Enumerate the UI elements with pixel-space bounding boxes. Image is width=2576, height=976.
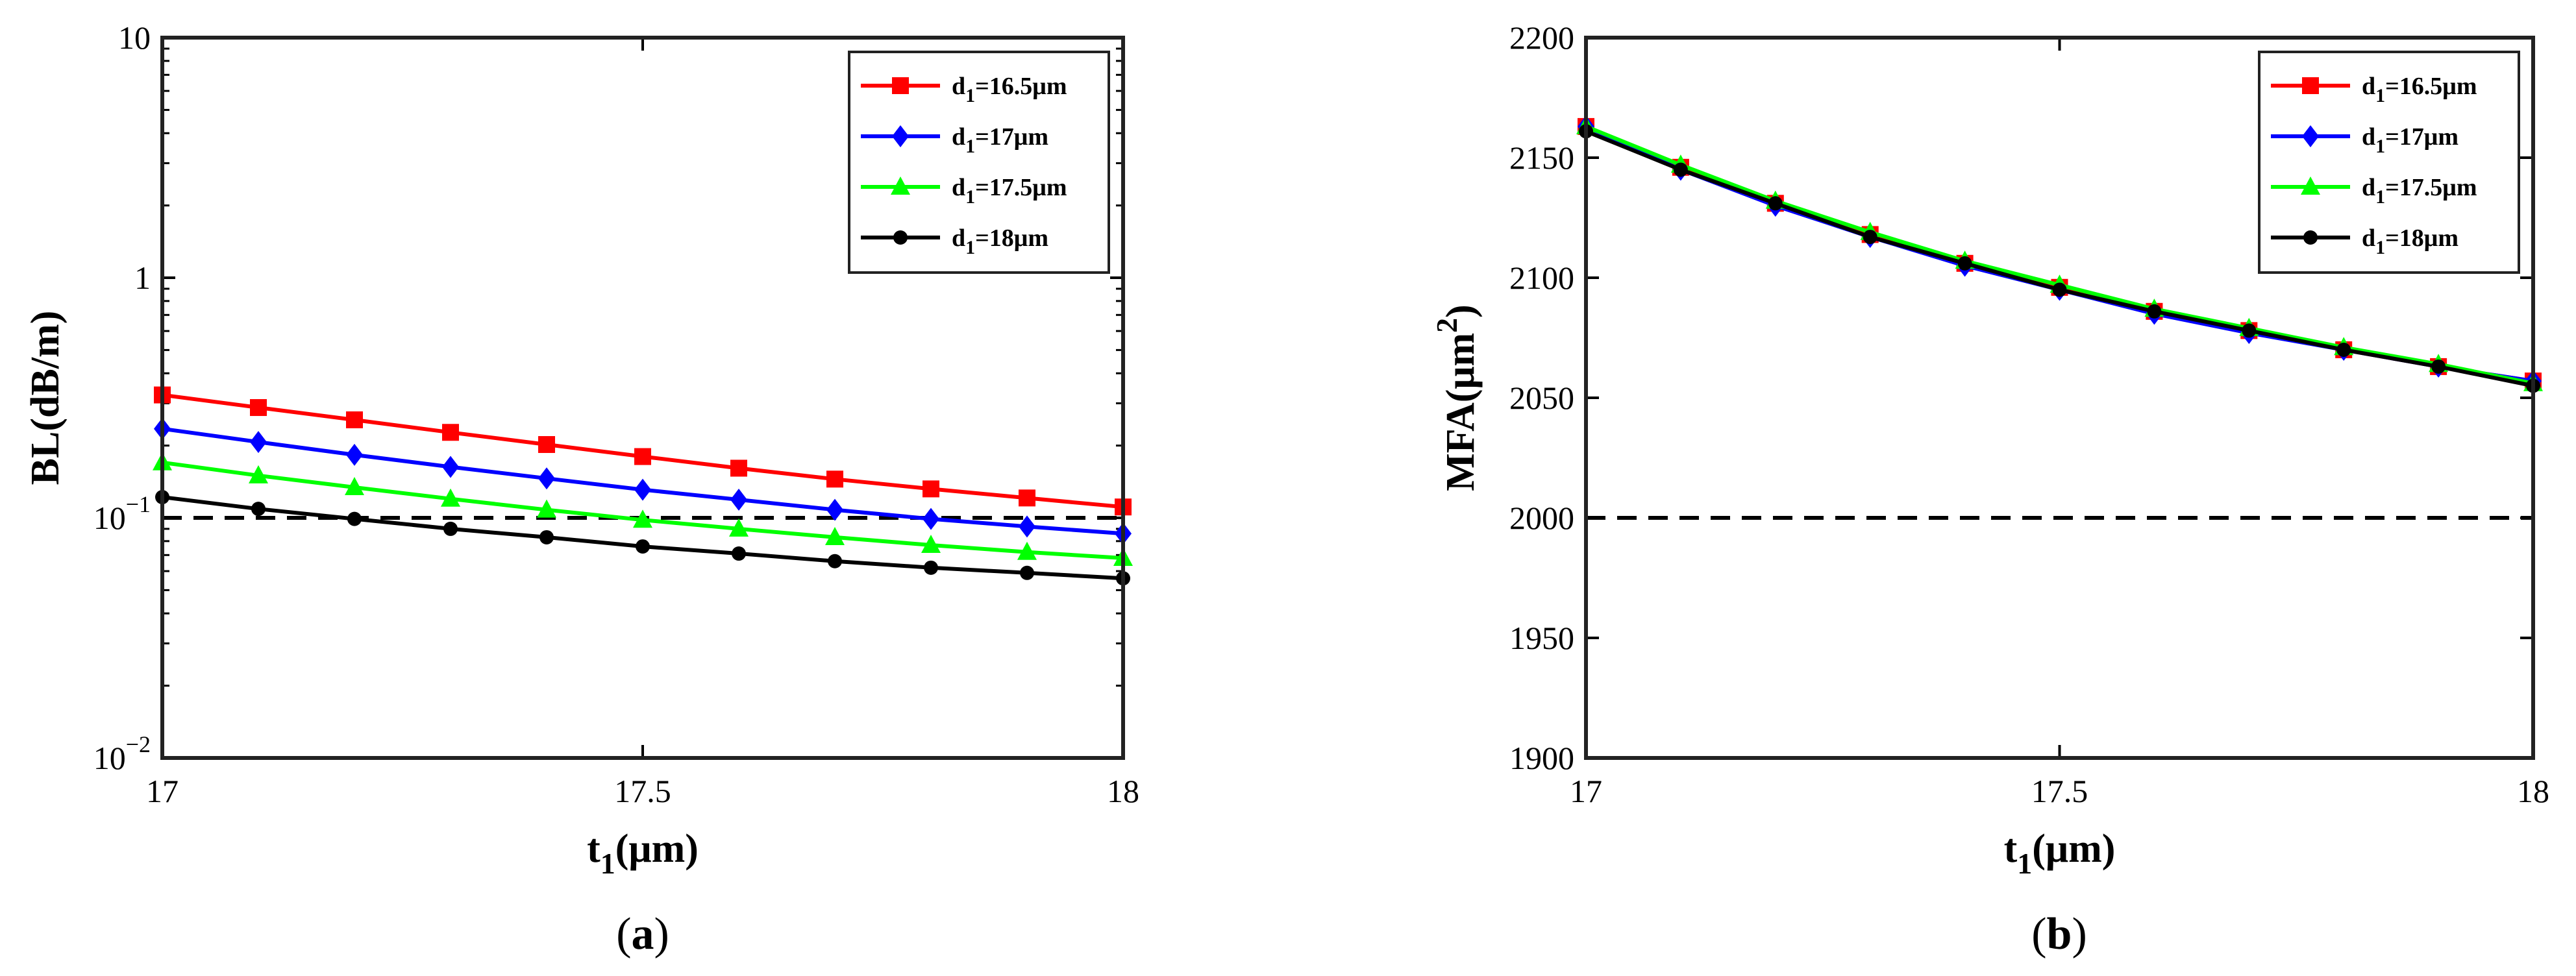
panel-a-series-0-point	[250, 399, 267, 417]
panel-a-series-0-point	[923, 480, 939, 498]
panel-a-legend-label-2: d1=17.5μm	[952, 174, 1067, 208]
panel-b-x-axis-title: t1(μm)	[2004, 827, 2116, 880]
panel-b-y-tick-label: 2100	[1509, 260, 1574, 296]
panel-a-series-2-point	[921, 534, 941, 553]
panel-b-series-3-point	[1673, 162, 1688, 177]
panel-a-series-3-point	[924, 560, 938, 575]
panel-a-series-0-point	[826, 470, 843, 488]
panel-a-series-2-point	[1017, 541, 1037, 560]
panel-b-x-tick-label: 18	[2517, 773, 2549, 809]
panel-a-x-tick-label: 17	[146, 773, 179, 809]
panel-a-series-1-point	[730, 489, 747, 511]
panel-b-legend-label-2: d1=17.5μm	[2362, 174, 2477, 208]
panel-a-y-axis-title: BL(dB/m)	[23, 311, 68, 485]
panel-a-series-1-point	[538, 467, 555, 490]
panel-b-y-tick-label: 2000	[1509, 500, 1574, 536]
panel-a-series-3-point	[347, 511, 362, 526]
panel-a-y-tick-label: 10−2	[93, 731, 151, 776]
panel-a-caption: (a)	[616, 909, 669, 959]
panel-a-series-1-point	[346, 443, 363, 466]
panel-a-legend-marker-3	[893, 230, 908, 245]
panel-b-chart: 1900 1950 2000 2050 2100 2150 2200 17 17.5 18 d1=1…	[1430, 19, 2549, 959]
panel-b-legend-marker-2	[2301, 177, 2320, 195]
panel-b-y-axis-title: MFA(μm2)	[1430, 304, 1483, 491]
panel-a-series-3-point	[636, 539, 650, 554]
panel-a-legend-label-3: d1=18μm	[952, 225, 1048, 258]
panel-b-legend-marker-0	[2302, 77, 2319, 94]
panel-a-series-1-point	[923, 507, 939, 530]
panel-a-series-2-point	[729, 518, 749, 537]
panel-a-axes-frame	[160, 36, 1125, 760]
panel-b-y-tick-label: 1950	[1509, 620, 1574, 656]
panel-a-series-1-point	[250, 431, 267, 454]
panel-a-series-3-point	[251, 502, 266, 517]
panel-b-legend-marker-1	[2302, 125, 2319, 147]
panel-b-series-3-point	[1957, 256, 1972, 271]
panel-a-legend-label-0: d1=16.5μm	[952, 73, 1067, 106]
panel-a-series-2-point	[345, 476, 364, 495]
panel-a-series-0-point	[538, 436, 555, 454]
panel-a-series-2-point	[441, 488, 460, 507]
panel-a-series-3-point	[828, 554, 842, 568]
panel-a-series-2-point	[249, 465, 268, 483]
panel-a-x-tick-label: 18	[1107, 773, 1139, 809]
panel-b-y-tick-label: 1900	[1509, 740, 1574, 776]
panel-b-series-3-point	[2336, 343, 2351, 357]
panel-a-series-1-point	[634, 478, 651, 501]
panel-a-y-tick-label: 1	[134, 260, 151, 296]
panel-a-series-0-point	[730, 459, 747, 477]
panel-b-series-3-point	[1768, 196, 1783, 211]
panel-b-legend-label-0: d1=16.5μm	[2362, 73, 2477, 106]
panel-a-series-0-point	[442, 424, 459, 441]
panel-a-series-0-point	[346, 411, 363, 428]
panel-a-chart: 10−2 10−1 1 10 17 17.5 18 d1=16.5μm d1=17μm d1=17…	[23, 19, 1139, 959]
panel-a-series-1-point	[442, 456, 459, 478]
panel-b-legend: d1=16.5μm d1=17μm d1=17.5μm d1=18μm	[2258, 51, 2520, 274]
panel-a-series-3-point	[539, 530, 554, 544]
panel-b-series-3-point	[2147, 304, 2162, 319]
panel-a-x-axis-title: t1(μm)	[587, 827, 699, 880]
panel-b-x-tick-label: 17	[1570, 773, 1602, 809]
panel-a-series-2-point	[537, 499, 556, 518]
panel-b-legend-label-3: d1=18μm	[2362, 225, 2458, 258]
panel-b-series-3-point	[2242, 323, 2257, 338]
panel-b-legend-marker-3	[2303, 230, 2318, 245]
panel-a-legend-label-1: d1=17μm	[952, 123, 1048, 157]
panel-a-series-3-point	[1020, 565, 1034, 580]
panel-a-y-tick-label: 10−1	[93, 491, 151, 536]
panel-a-series-1-point	[1019, 515, 1035, 538]
panel-b-series-3-point	[2431, 359, 2446, 374]
panel-b-caption: (b)	[2031, 909, 2087, 959]
panel-a-legend-marker-0	[892, 77, 909, 94]
panel-b-y-tick-label: 2200	[1509, 19, 1574, 56]
panel-a-legend-marker-2	[891, 177, 910, 195]
panel-b-y-tick-label: 2050	[1509, 380, 1574, 416]
panel-a-series-2-point	[633, 509, 652, 528]
panel-b-axes-frame	[1584, 36, 2535, 760]
panel-a-x-tick-label: 17.5	[614, 773, 671, 809]
panel-a-series-0-point	[1019, 489, 1035, 507]
panel-a-series-3-point	[443, 521, 458, 536]
panel-b-series-3-point	[2052, 282, 2067, 297]
panel-b-series-3-point	[1863, 230, 1877, 245]
panel-a-series-3-point	[732, 546, 746, 561]
panel-a-legend-marker-1	[892, 125, 909, 147]
panel-a-series-0-point	[634, 448, 651, 465]
panel-b-y-tick-label: 2150	[1509, 140, 1574, 176]
panel-a-series-2-point	[825, 526, 845, 545]
panel-a-series-1-point	[826, 498, 843, 521]
panel-b-legend-label-1: d1=17μm	[2362, 123, 2458, 157]
panel-a-y-tick-label: 10	[118, 19, 151, 56]
panel-b-x-tick-label: 17.5	[2031, 773, 2088, 809]
panel-a-legend: d1=16.5μm d1=17μm d1=17.5μm d1=18μm	[848, 51, 1110, 274]
